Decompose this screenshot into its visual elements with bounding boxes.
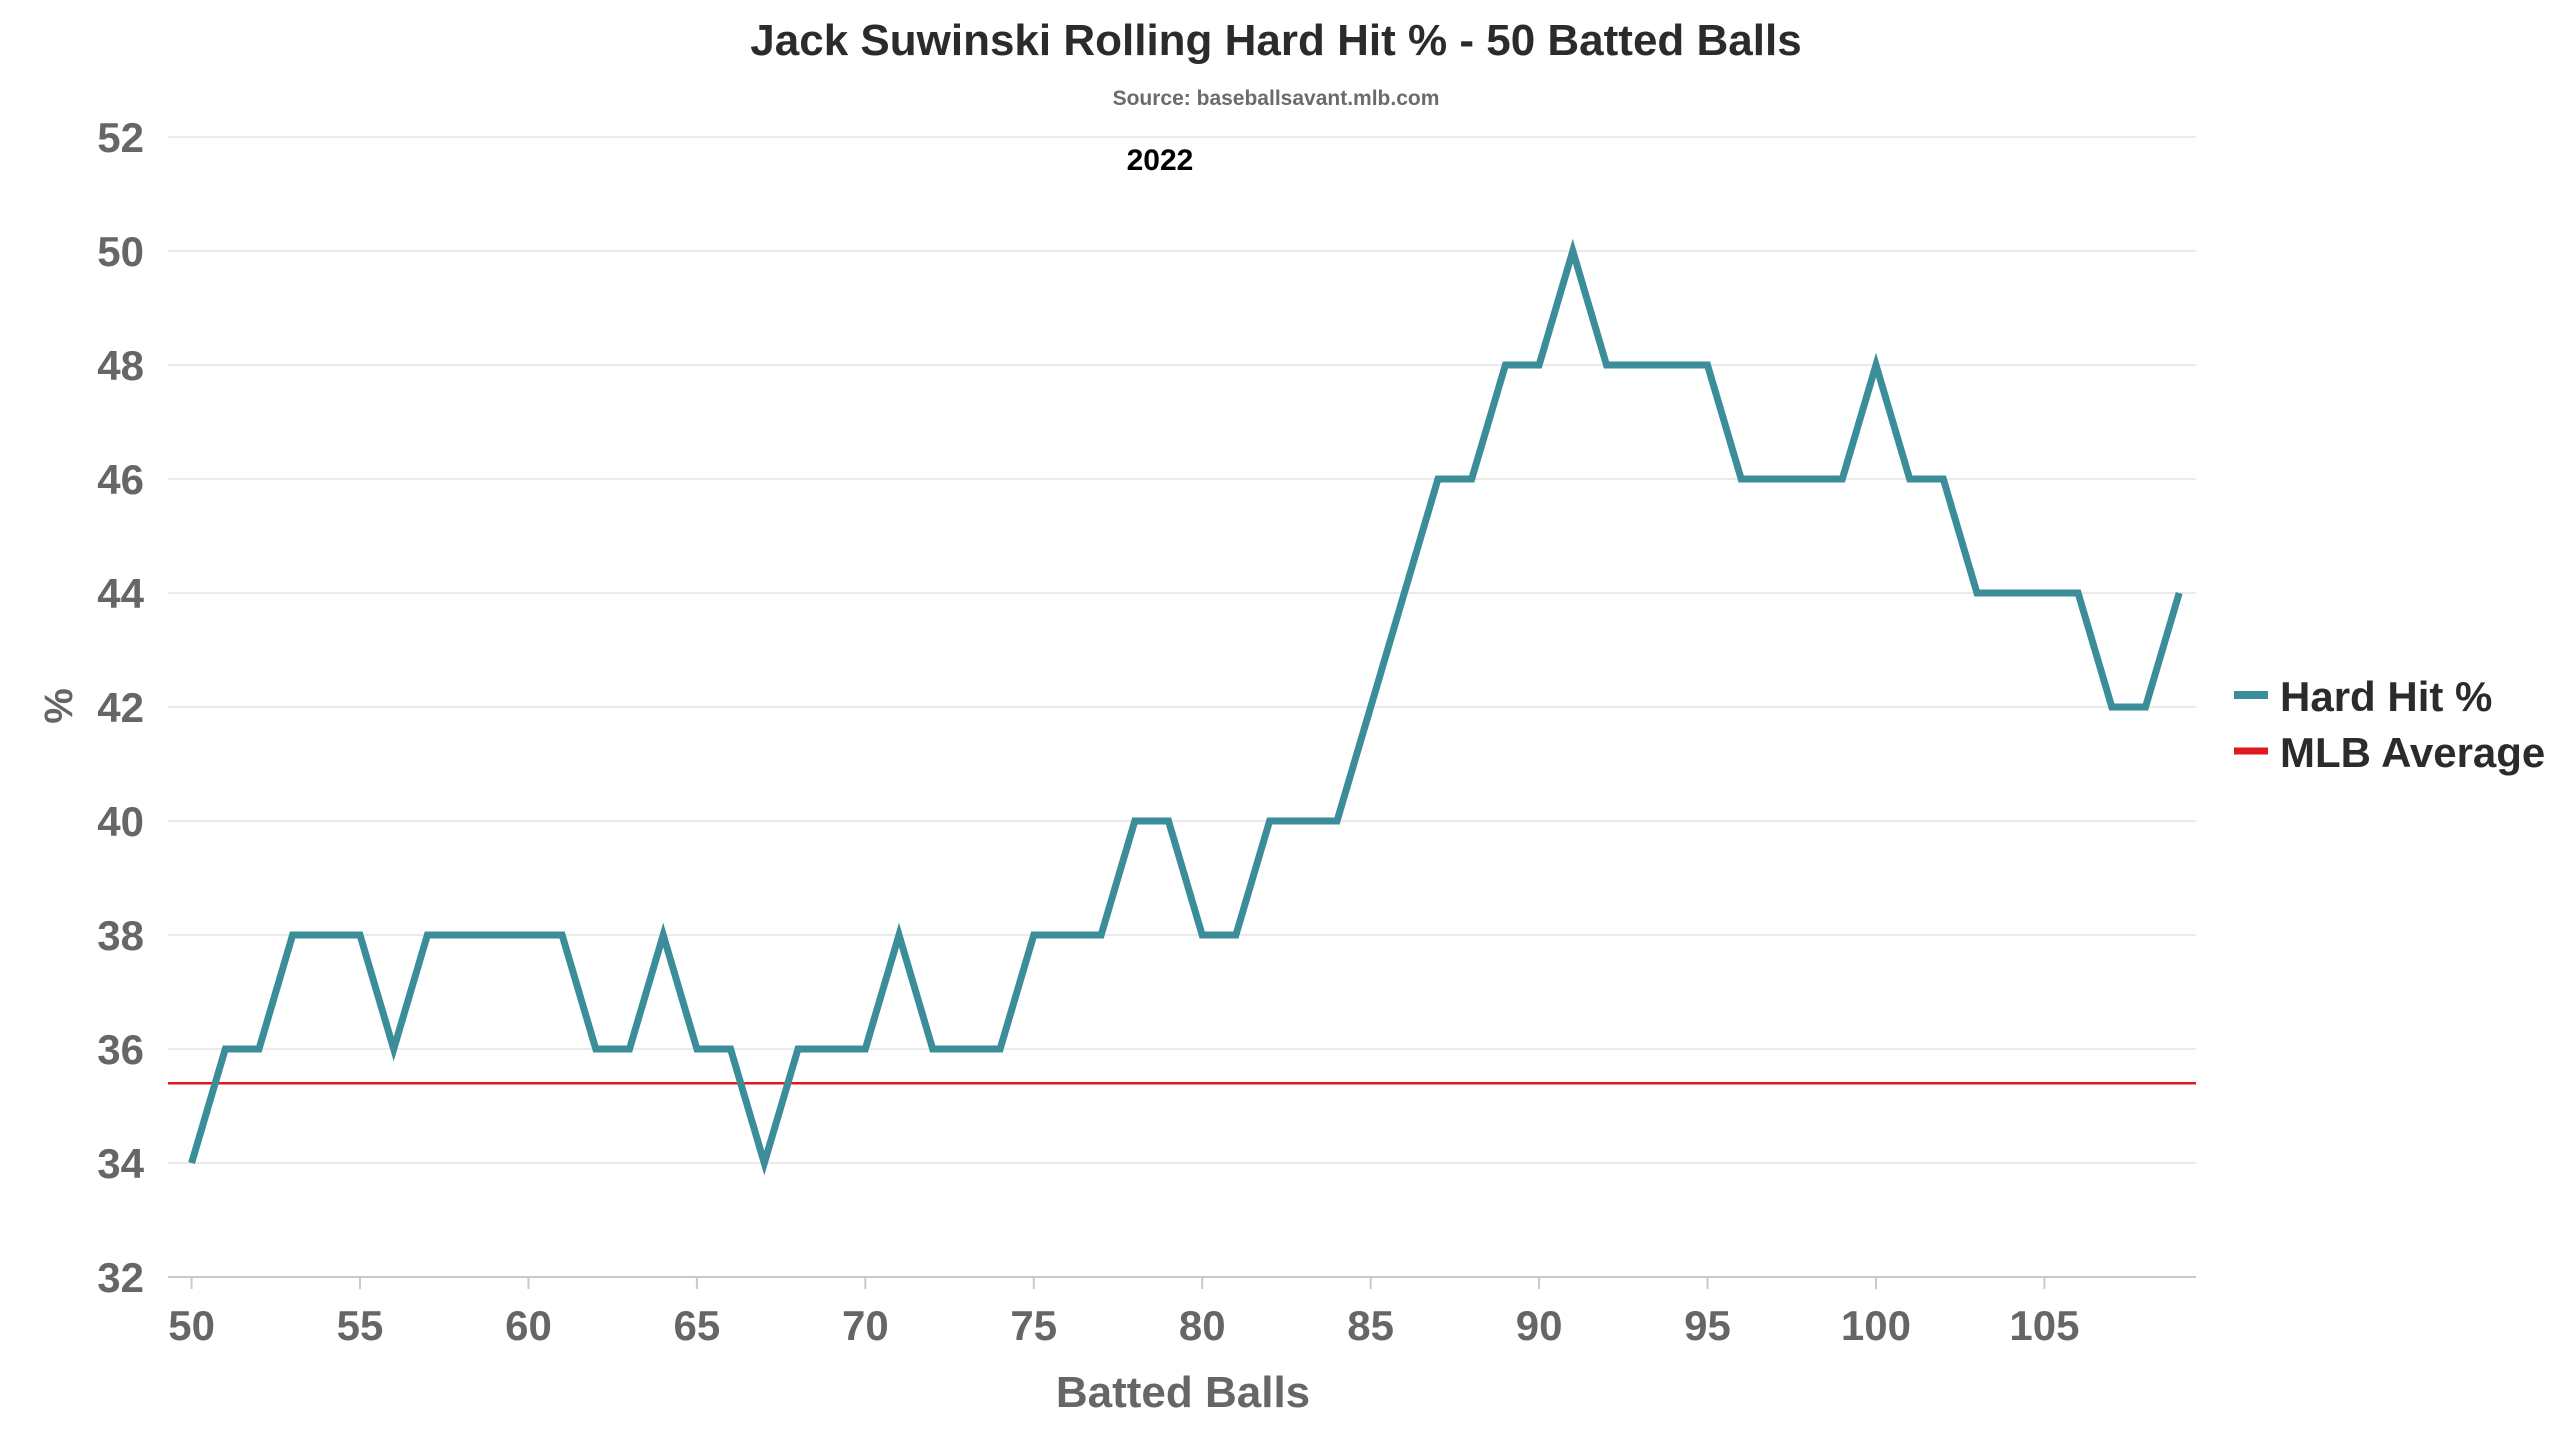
- y-tick-label: 44: [97, 570, 144, 617]
- legend: Hard Hit % MLB Average: [2234, 673, 2545, 776]
- y-tick-label: 42: [97, 684, 144, 731]
- y-tick-label: 40: [97, 798, 144, 845]
- chart-subtitle: Source: baseballsavant.mlb.com: [1113, 87, 1440, 110]
- y-tick-label: 46: [97, 456, 144, 503]
- x-axis-ticks: 50 55 60 65 70 75 80 85 90 95 100 105: [168, 1277, 2079, 1349]
- x-tick-label: 100: [1841, 1302, 1911, 1349]
- year-annotation: 2022: [1127, 144, 1194, 177]
- x-tick-label: 95: [1684, 1302, 1731, 1349]
- y-tick-label: 38: [97, 912, 144, 959]
- x-tick-label: 85: [1347, 1302, 1394, 1349]
- legend-item-mlb-average: MLB Average: [2234, 729, 2545, 776]
- hard-hit-pct-line: [188, 238, 2183, 1176]
- legend-item-hard-hit: Hard Hit %: [2234, 673, 2492, 720]
- legend-label: MLB Average: [2280, 729, 2545, 776]
- x-tick-label: 105: [2009, 1302, 2079, 1349]
- x-tick-label: 55: [337, 1302, 384, 1349]
- y-tick-label: 50: [97, 228, 144, 275]
- y-tick-label: 34: [97, 1140, 144, 1187]
- x-tick-label: 90: [1516, 1302, 1563, 1349]
- gridlines: [168, 136, 2196, 1278]
- x-tick-label: 50: [168, 1302, 215, 1349]
- x-tick-label: 60: [505, 1302, 552, 1349]
- x-tick-label: 65: [674, 1302, 721, 1349]
- x-axis-label: Batted Balls: [1056, 1368, 1310, 1417]
- chart-title: Jack Suwinski Rolling Hard Hit % - 50 Ba…: [750, 16, 1801, 65]
- y-axis-label: %: [37, 688, 81, 724]
- series-lines: [188, 238, 2183, 1176]
- x-tick-label: 75: [1010, 1302, 1057, 1349]
- legend-label: Hard Hit %: [2280, 673, 2492, 720]
- x-tick-label: 80: [1179, 1302, 1226, 1349]
- y-tick-label: 52: [97, 114, 144, 161]
- y-axis-ticks: 32 34 36 38 40 42 44 46 48 50 52: [97, 114, 144, 1301]
- x-tick-label: 70: [842, 1302, 889, 1349]
- y-tick-label: 32: [97, 1254, 144, 1301]
- y-tick-label: 36: [97, 1026, 144, 1073]
- y-tick-label: 48: [97, 342, 144, 389]
